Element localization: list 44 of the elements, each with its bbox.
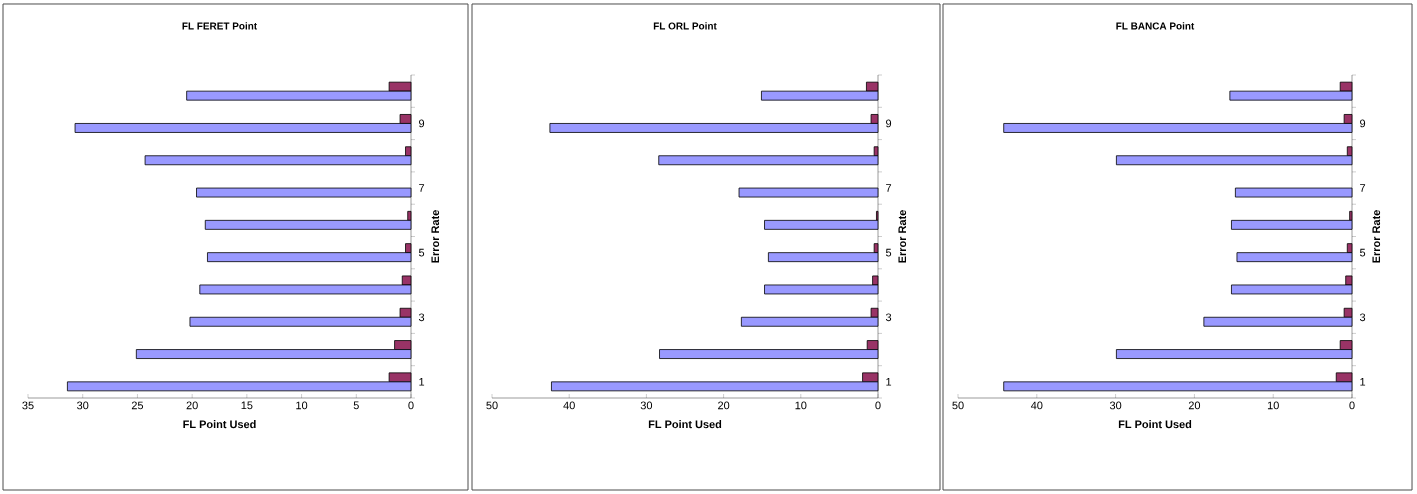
y-tick-label: 9	[419, 119, 425, 128]
x-tick-label: 40	[1030, 401, 1043, 410]
y-tick-label: 7	[419, 184, 425, 192]
x-tick-label: 50	[952, 401, 964, 410]
y-tick-label: 5	[885, 248, 892, 257]
x-tick-label: 30	[77, 401, 89, 410]
x-tick-label: 40	[563, 401, 575, 410]
x-axis-title: FL Point Used	[1118, 420, 1192, 429]
x-tick-label: 10	[296, 401, 308, 410]
x-tick-label: 0	[408, 401, 414, 410]
y-tick-label: 9	[1360, 119, 1366, 128]
y-tick-label: 3	[418, 313, 425, 322]
y-axis-title: Error Rate	[1372, 210, 1381, 263]
x-tick-label: 20	[186, 401, 198, 410]
y-tick-label: 1	[886, 378, 892, 386]
x-axis-title: FL Point Used	[183, 420, 256, 429]
x-tick-label: 50	[486, 401, 498, 410]
y-axis-title: Error Rate	[431, 210, 440, 263]
y-tick-label: 5	[418, 248, 425, 257]
x-tick-label: 15	[241, 401, 253, 410]
x-tick-label: 20	[718, 401, 730, 410]
x-tick-label: 0	[875, 401, 881, 410]
x-tick-label: 35	[22, 401, 34, 410]
y-tick-label: 7	[886, 184, 892, 192]
x-tick-label: 20	[1188, 401, 1201, 410]
chart-title: FL ORL Point	[653, 22, 717, 30]
y-tick-label: 3	[885, 313, 892, 322]
x-tick-label: 0	[1349, 401, 1355, 410]
chart-title: FL FERET Point	[182, 22, 258, 30]
x-tick-label: 10	[1267, 401, 1279, 410]
y-tick-label: 5	[1359, 248, 1366, 257]
x-tick-label: 25	[131, 401, 144, 410]
x-tick-label: 30	[1109, 401, 1122, 410]
y-tick-label: 3	[1359, 313, 1366, 322]
x-axis-title: FL Point Used	[648, 420, 722, 429]
y-tick-label: 7	[1360, 184, 1366, 192]
y-axis-title: Error Rate	[898, 210, 907, 263]
chart-title: FL BANCA Point	[1116, 22, 1195, 30]
x-tick-label: 5	[353, 401, 359, 410]
x-tick-label: 30	[640, 401, 653, 410]
x-tick-label: 10	[795, 401, 807, 410]
y-tick-label: 9	[886, 119, 892, 128]
y-tick-label: 1	[1360, 378, 1366, 386]
y-tick-label: 1	[419, 378, 425, 386]
